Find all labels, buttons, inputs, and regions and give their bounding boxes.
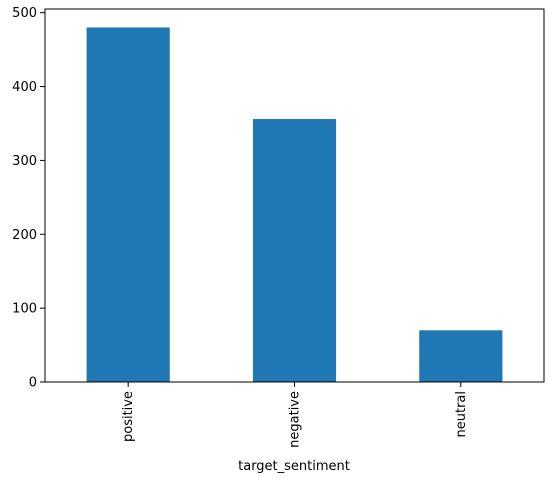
x-axis: positive negative neutral xyxy=(121,382,469,448)
x-tick-label-neutral: neutral xyxy=(454,391,469,438)
y-axis: 0 100 200 300 400 500 xyxy=(12,6,45,391)
y-tick-label-400: 400 xyxy=(12,80,37,95)
y-tick-label-100: 100 xyxy=(12,302,37,317)
y-tick-label-500: 500 xyxy=(12,6,37,21)
bar-negative xyxy=(252,119,337,383)
x-axis-label: target_sentiment xyxy=(238,459,350,474)
x-tick-label-negative: negative xyxy=(288,391,303,448)
y-tick-label-200: 200 xyxy=(12,228,37,243)
y-tick-label-0: 0 xyxy=(29,376,37,391)
bars-layer xyxy=(86,27,503,383)
bar-neutral xyxy=(419,330,503,382)
bar-positive xyxy=(86,27,170,382)
y-tick-label-300: 300 xyxy=(12,154,37,169)
x-tick-label-positive: positive xyxy=(121,391,136,442)
